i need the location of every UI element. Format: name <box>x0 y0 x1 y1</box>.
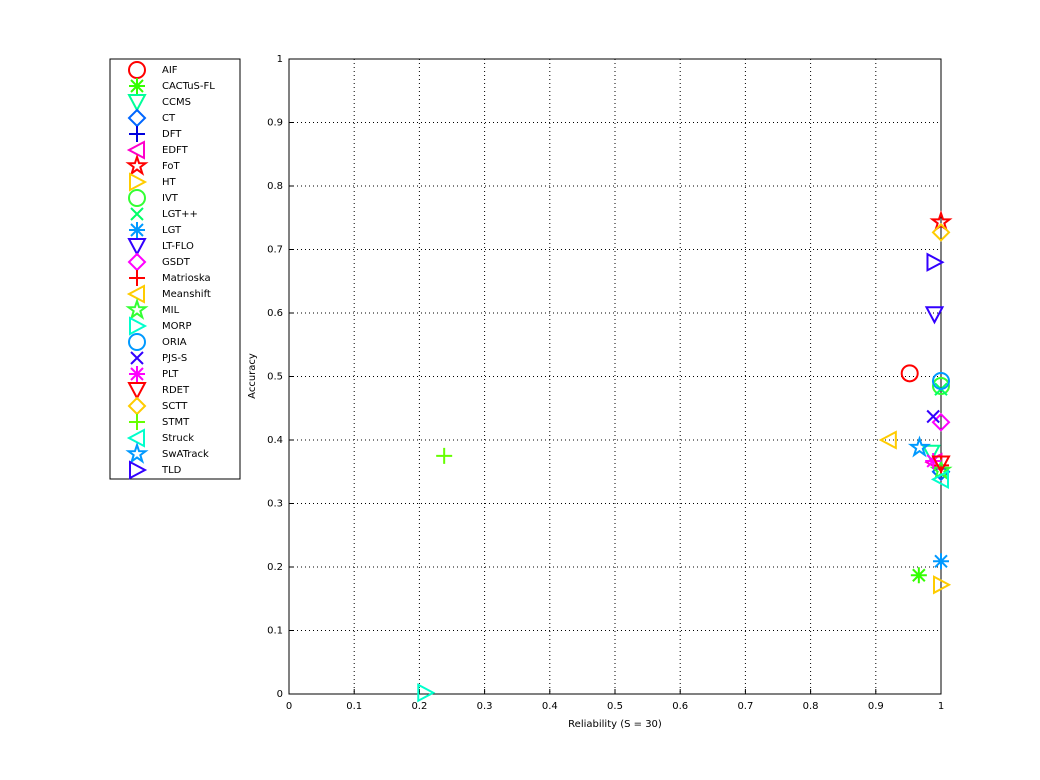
legend-marker <box>127 382 147 401</box>
legend-label: Matrioska <box>162 273 211 284</box>
legend-marker <box>130 351 144 365</box>
y-tick-label: 0.9 <box>267 118 283 129</box>
legend-label: HT <box>162 177 177 188</box>
legend-label: CT <box>162 113 176 124</box>
legend-label: ORIA <box>162 337 187 348</box>
x-tick-label: 1 <box>938 701 944 712</box>
y-tick-label: 0.1 <box>267 626 283 637</box>
x-tick-label: 0.8 <box>803 701 819 712</box>
legend-marker <box>129 78 145 94</box>
data-point <box>925 452 942 469</box>
legend-label: Struck <box>162 433 194 444</box>
legend-marker <box>125 153 149 176</box>
legend-marker <box>129 414 145 430</box>
legend-label: SCTT <box>162 401 188 412</box>
data-point <box>931 222 951 242</box>
x-tick-label: 0.4 <box>542 701 558 712</box>
legend-label: CACTuS-FL <box>162 81 215 92</box>
y-tick-label: 0.2 <box>267 562 283 573</box>
data-point <box>921 444 941 463</box>
data-point <box>933 553 949 570</box>
legend-marker <box>126 428 145 448</box>
legend-marker <box>129 126 145 142</box>
y-axis-label: Accuracy <box>247 353 258 399</box>
y-tick-label: 0.8 <box>267 181 283 192</box>
data-point <box>910 567 927 584</box>
legend-marker <box>127 333 147 351</box>
legend-marker <box>127 238 147 257</box>
legend-marker <box>126 284 145 304</box>
y-tick-label: 0.5 <box>267 372 283 383</box>
legend-label: AIF <box>162 65 178 76</box>
data-point <box>924 306 945 325</box>
legend-marker <box>130 207 144 221</box>
legend-label: LGT++ <box>162 209 198 220</box>
legend-marker <box>129 460 148 480</box>
legend-label: PJS-S <box>162 353 187 364</box>
legend-label: MIL <box>162 305 180 316</box>
legend-label: Meanshift <box>162 289 211 300</box>
x-tick-label: 0.9 <box>868 701 884 712</box>
data-point <box>926 252 945 272</box>
legend-label: MORP <box>162 321 191 332</box>
legend-label: RDET <box>162 385 190 396</box>
legend-label: LGT <box>162 225 182 236</box>
legend-marker <box>129 316 148 336</box>
legend-label: LT-FLO <box>162 241 194 252</box>
legend-marker <box>127 189 147 207</box>
x-tick-label: 0.1 <box>346 701 362 712</box>
legend-label: GSDT <box>162 257 191 268</box>
x-tick-label: 0.6 <box>672 701 688 712</box>
x-tick-label: 0 <box>286 701 292 712</box>
data-point <box>436 447 453 464</box>
legend-marker <box>129 270 145 286</box>
data-point <box>907 435 932 458</box>
legend-marker <box>129 366 145 382</box>
legend-label: DFT <box>162 129 182 140</box>
x-tick-label: 0.5 <box>607 701 623 712</box>
legend-marker <box>125 441 149 464</box>
legend-label: CCMS <box>162 97 191 108</box>
legend-label: EDFT <box>162 145 189 156</box>
data-point <box>931 455 951 474</box>
x-tick-label: 0.7 <box>737 701 753 712</box>
y-tick-label: 0.7 <box>267 245 283 256</box>
x-tick-label: 0.3 <box>477 701 493 712</box>
legend-label: FoT <box>162 161 181 172</box>
legend-label: STMT <box>162 417 190 428</box>
data-point <box>417 683 436 703</box>
legend-marker <box>129 172 148 192</box>
legend-marker <box>127 61 147 79</box>
data-point <box>933 575 952 595</box>
legend-marker <box>129 222 145 238</box>
y-tick-label: 0.6 <box>267 308 283 319</box>
data-point <box>900 364 919 383</box>
x-axis-label: Reliability (S = 30) <box>568 719 662 730</box>
data-point <box>931 372 951 390</box>
y-tick-label: 1 <box>277 54 283 65</box>
x-tick-label: 0.2 <box>411 701 427 712</box>
data-point <box>930 469 949 490</box>
legend-label: SwATrack <box>162 449 209 460</box>
data-point <box>878 430 897 450</box>
legend-marker <box>125 297 149 320</box>
y-tick-label: 0.4 <box>267 435 283 446</box>
legend-label: IVT <box>162 193 179 204</box>
y-tick-label: 0 <box>277 689 283 700</box>
y-tick-label: 0.3 <box>267 499 283 510</box>
legend-marker <box>127 94 147 113</box>
data-point <box>926 409 940 424</box>
legend-marker <box>126 140 145 160</box>
legend-label: TLD <box>161 465 182 476</box>
legend-label: PLT <box>162 369 179 380</box>
